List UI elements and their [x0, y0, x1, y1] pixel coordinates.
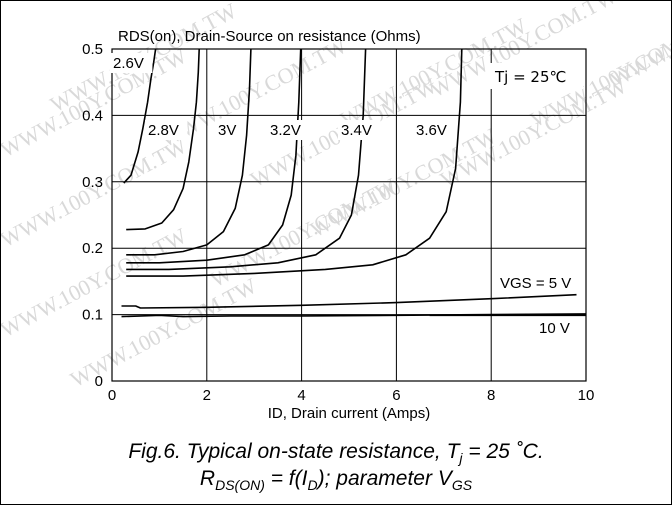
- series-label: 10 V: [539, 320, 570, 337]
- caption-line1-sub: j: [459, 450, 463, 467]
- series-label-bg-0: [110, 53, 153, 73]
- x-tick-label: 0: [108, 387, 116, 404]
- caption-end: ); parameter V: [317, 467, 452, 490]
- x-axis-label: ID, Drain current (Amps): [268, 405, 431, 422]
- caption-v-sub: GS: [451, 477, 473, 494]
- y-tick-label: 0.3: [82, 174, 103, 191]
- series-label: 3.2V: [270, 122, 301, 139]
- series-line-4: [126, 48, 367, 271]
- caption-line1-suffix: = 25 ˚C.: [462, 440, 544, 463]
- y-axis-title: RDS(on), Drain-Source on resistance (Ohm…: [118, 28, 421, 45]
- x-tick-label: 4: [297, 387, 305, 404]
- series-label-bg-4: [338, 120, 381, 140]
- y-tick-label: 0.4: [82, 107, 103, 124]
- series-label: 3V: [218, 122, 236, 139]
- y-tick-label: 0.2: [82, 240, 103, 257]
- series-line-6: [121, 293, 577, 309]
- x-tick-label: 6: [392, 387, 400, 404]
- series-line-1: [126, 48, 200, 231]
- figure-caption-line2: RDS(ON) = f(ID); parameter VGS: [0, 467, 672, 493]
- x-tick-label: 2: [203, 387, 211, 404]
- y-tick-label: 0: [95, 373, 103, 390]
- series-label: 3.6V: [416, 122, 447, 139]
- series-label-bg-1: [145, 120, 188, 140]
- series-line-3: [126, 48, 302, 264]
- caption-i-sub: D: [307, 477, 318, 494]
- series-label-bg-2: [215, 120, 241, 140]
- caption-r: R: [199, 467, 216, 490]
- series-label: 2.6V: [113, 55, 144, 72]
- series-line-0: [123, 48, 157, 184]
- annotation-background: [489, 63, 583, 89]
- caption-r-sub: DS(ON): [215, 477, 265, 494]
- x-tick-label: 8: [487, 387, 495, 404]
- series-label: 2.8V: [148, 122, 179, 139]
- temperature-annotation: Tj = 25℃: [494, 68, 566, 86]
- series-line-2: [126, 48, 252, 256]
- caption-mid: = f(I: [264, 467, 308, 490]
- plot-area-border: [111, 48, 587, 382]
- series-label-bg-3: [267, 120, 310, 140]
- x-tick-label: 10: [578, 387, 595, 404]
- series-label: VGS = 5 V: [500, 275, 571, 292]
- y-tick-label: 0.1: [82, 307, 103, 324]
- caption-line1-prefix: Fig.6. Typical on-state resistance, T: [128, 440, 460, 463]
- figure-caption-line1: Fig.6. Typical on-state resistance, Tj =…: [0, 440, 672, 466]
- series-label: 3.4V: [341, 122, 372, 139]
- series-line-5: [126, 48, 463, 277]
- series-label-bg-6: [497, 273, 583, 293]
- y-tick-label: 0.5: [82, 41, 103, 58]
